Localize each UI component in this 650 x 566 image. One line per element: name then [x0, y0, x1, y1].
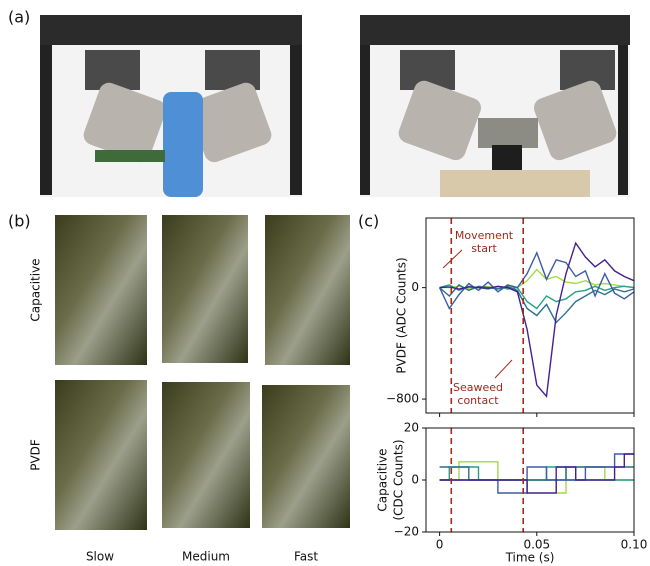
- panel-label: (b): [8, 212, 31, 231]
- annotation-arrow: [495, 360, 512, 378]
- annotation-arrow: [443, 250, 462, 268]
- column-label: Slow: [86, 550, 114, 564]
- annotation: Seaweed: [453, 381, 503, 394]
- seaweed-samples: [55, 215, 350, 530]
- panel-label: (c): [358, 212, 379, 231]
- x-tick-label: 0.10: [621, 538, 648, 552]
- row-label: PVDF: [29, 439, 43, 471]
- plot-area: [440, 454, 634, 493]
- x-tick-label: 0: [436, 538, 444, 552]
- series-line: [440, 243, 634, 396]
- column-label: Fast: [294, 550, 318, 564]
- annotation: contact: [457, 394, 499, 407]
- figure: (a) (b) (c) Capacitive PVDF Slow Medium …: [0, 0, 650, 566]
- row-label: Capacitive: [29, 258, 43, 321]
- y-tick-label: −800: [386, 392, 419, 406]
- photo-gripper-sponge: [40, 15, 302, 197]
- series-line: [440, 253, 634, 309]
- y-tick-label: 0: [411, 280, 419, 294]
- panel-label: (a): [8, 8, 30, 27]
- y-tick-label: −20: [394, 525, 419, 539]
- y-axis-label: (CDC Counts): [392, 439, 406, 520]
- x-axis-label: Time (s): [505, 551, 555, 565]
- y-axis-label: PVDF (ADC Counts): [395, 257, 409, 373]
- column-label: Medium: [182, 550, 230, 564]
- annotation: start: [471, 242, 497, 255]
- y-tick-label: 20: [404, 421, 419, 435]
- plot-area: [440, 243, 634, 396]
- y-tick-label: 0: [411, 473, 419, 487]
- annotation: Movement: [455, 229, 514, 242]
- y-axis-label: Capacitive: [376, 448, 390, 511]
- x-tick-label: 0.05: [523, 538, 550, 552]
- photo-gripper-seaweed: [360, 15, 630, 197]
